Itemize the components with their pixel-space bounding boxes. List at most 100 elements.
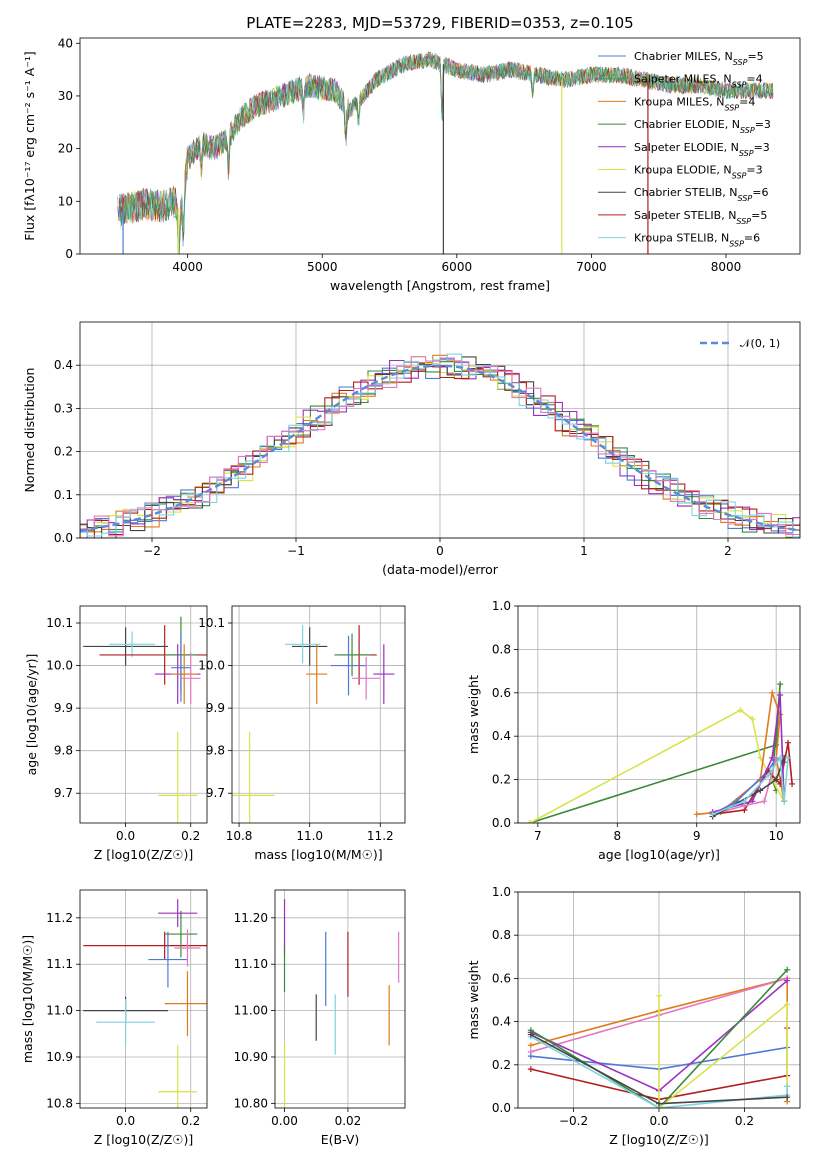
weight-marker [656, 1100, 662, 1107]
y-tick-label: 0.0 [492, 1101, 511, 1115]
y-tick-label: 1.0 [492, 885, 511, 899]
y-tick-label: 0.4 [492, 1015, 511, 1029]
y-tick-label: 0.2 [492, 1058, 511, 1072]
y-tick-label: 9.8 [206, 744, 225, 758]
errorbar-point [373, 644, 395, 704]
weight-marker [773, 776, 780, 783]
figure-title: PLATE=2283, MJD=53729, FIBERID=0353, z=0… [246, 14, 633, 32]
x-tick-label: 6000 [442, 260, 473, 274]
weight-line [712, 755, 789, 816]
y-tick-label: 9.8 [54, 744, 73, 758]
x-tick-label: 8000 [711, 260, 742, 274]
legend-label: Kroupa STELIB, NSSP=6 [634, 232, 760, 249]
mass-weight-vs-age-panel: 7 8 9 10 0.0 0.2 0.4 0.6 0.8 1.0 age [log10(age/yr… [466, 599, 801, 862]
x-tick-label: 7 [534, 829, 542, 843]
y-tick-label: 10.8 [46, 1096, 73, 1110]
y-tick-label: 11.0 [46, 1004, 73, 1018]
weight-marker [527, 1066, 534, 1073]
mass-vs-ebv-panel: 0.00 0.02 10.80 10.90 11.00 11.10 11.20 E(B-V) [234, 889, 406, 1147]
x-tick-label: 11.2 [367, 829, 394, 843]
y-tick-label: 0.6 [492, 971, 511, 985]
errorbar-point [109, 631, 155, 658]
x-tick-label: 0.0 [649, 1114, 668, 1128]
axes-frame [517, 605, 801, 824]
errorbar-point [174, 929, 201, 967]
weight-marker [749, 715, 756, 722]
x-tick-label: 10 [769, 829, 784, 843]
x-tick-label: 7000 [576, 260, 607, 274]
histogram-series [80, 356, 800, 538]
weight-marker [785, 754, 792, 761]
x-tick-label: 0.2 [735, 1114, 754, 1128]
x-axis-label: Z [log10(Z/Z☉)] [609, 1132, 709, 1147]
y-tick-label: 11.2 [46, 911, 73, 925]
axes-frame [79, 605, 208, 824]
axes-frame [79, 37, 801, 255]
y-tick-label: 9.7 [206, 786, 225, 800]
y-tick-label: 0 [65, 247, 73, 261]
mass-vs-z-panel: 0.0 0.2 10.8 10.9 11.0 11.1 11.2 Z [log10(Z/Z☉)… [20, 889, 208, 1147]
age-vs-mass-panel: 10.8 11.0 11.2 9.7 9.8 9.9 10.0 10.1 mass [log10… [198, 605, 406, 862]
weight-marker [741, 798, 748, 805]
errorbar-point [352, 657, 381, 700]
legend-label: Kroupa MILES, NSSP=4 [634, 95, 755, 112]
x-tick-label: 11.0 [296, 829, 323, 843]
y-tick-label: 10.90 [234, 1050, 268, 1064]
y-tick-label: 0.4 [54, 358, 73, 372]
x-axis-label: wavelength [Angstrom, rest frame] [330, 278, 550, 293]
axes-frame [517, 891, 801, 1109]
weight-marker [769, 689, 776, 696]
spectrum-line [118, 51, 774, 254]
errorbar-point [292, 627, 328, 666]
errorbar-point [158, 899, 198, 928]
y-tick-label: 9.9 [206, 701, 225, 715]
weight-marker [527, 1031, 534, 1038]
weight-marker [737, 707, 744, 714]
y-tick-label: 0.1 [54, 488, 73, 502]
weight-marker [777, 754, 784, 761]
x-axis-label: Z [log10(Z/Z☉)] [94, 847, 194, 862]
x-tick-label: 5000 [307, 260, 338, 274]
weight-marker [784, 1083, 791, 1090]
errorbar-point [330, 635, 367, 696]
y-axis-label: mass [log10(M/M☉)] [20, 935, 35, 1063]
weight-marker [789, 780, 796, 787]
weight-marker [777, 681, 784, 688]
x-axis-label: Z [log10(Z/Z☉)] [94, 1132, 194, 1147]
weight-marker [781, 798, 788, 805]
spectrum-line [118, 51, 774, 254]
legend-label: Salpeter ELODIE, NSSP=3 [634, 141, 770, 158]
errorbar-point [158, 1045, 198, 1108]
weight-marker [785, 739, 792, 746]
x-tick-label: 8 [613, 829, 621, 843]
y-tick-label: 10.1 [198, 616, 225, 630]
mass-weight-vs-z-panel: −0.2 0.0 0.2 0.0 0.2 0.4 0.6 0.8 1.0 Z [log10(Z/Z… [466, 885, 801, 1147]
histogram-series [80, 356, 800, 537]
legend-label: Salpeter MILES, NSSP=4 [634, 73, 763, 90]
errorbar-point [158, 731, 198, 823]
x-tick-label: 2 [724, 544, 732, 558]
legend-label: 𝒩(0, 1) [740, 337, 780, 350]
x-tick-label: 0.2 [181, 1114, 200, 1128]
x-tick-label: 9 [693, 829, 701, 843]
y-axis-label: mass weight [466, 960, 481, 1039]
y-tick-label: 10.9 [46, 1050, 73, 1064]
y-axis-label: age [log10(age/yr)] [24, 654, 39, 776]
x-tick-label: 0.00 [271, 1114, 298, 1128]
weight-line [712, 742, 793, 816]
errorbar-points [83, 899, 207, 1108]
weight-marker [761, 798, 768, 805]
y-tick-label: 0.3 [54, 401, 73, 415]
legend-label: Chabrier STELIB, NSSP=6 [634, 186, 768, 203]
legend-label: Salpeter STELIB, NSSP=5 [634, 209, 767, 226]
residuals-panel: −2 −1 0 1 2 0.0 0.1 0.2 0.3 0.4 (data-model)/error… [22, 321, 801, 577]
x-tick-label: −0.2 [559, 1114, 588, 1128]
y-tick-label: 0.8 [492, 928, 511, 942]
x-tick-label: 4000 [172, 260, 203, 274]
axes-frame [231, 605, 406, 824]
errorbar-points [232, 625, 395, 823]
weight-marker [527, 1053, 534, 1060]
histogram-series [80, 353, 800, 538]
x-axis-label: (data-model)/error [382, 562, 499, 577]
